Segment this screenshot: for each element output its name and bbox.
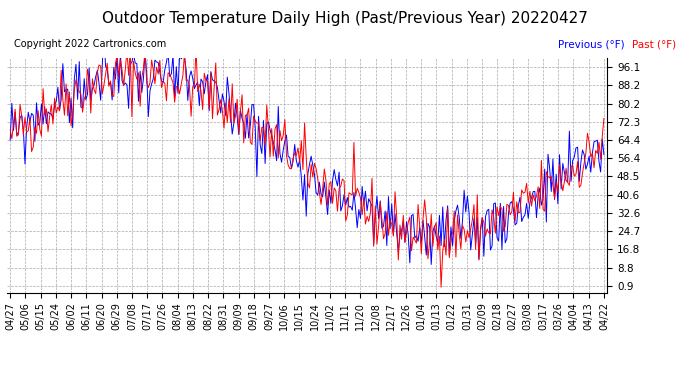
Text: Copyright 2022 Cartronics.com: Copyright 2022 Cartronics.com (14, 39, 166, 50)
Text: Past (°F): Past (°F) (632, 39, 676, 50)
Text: Previous (°F): Previous (°F) (558, 39, 624, 50)
Text: Outdoor Temperature Daily High (Past/Previous Year) 20220427: Outdoor Temperature Daily High (Past/Pre… (102, 11, 588, 26)
